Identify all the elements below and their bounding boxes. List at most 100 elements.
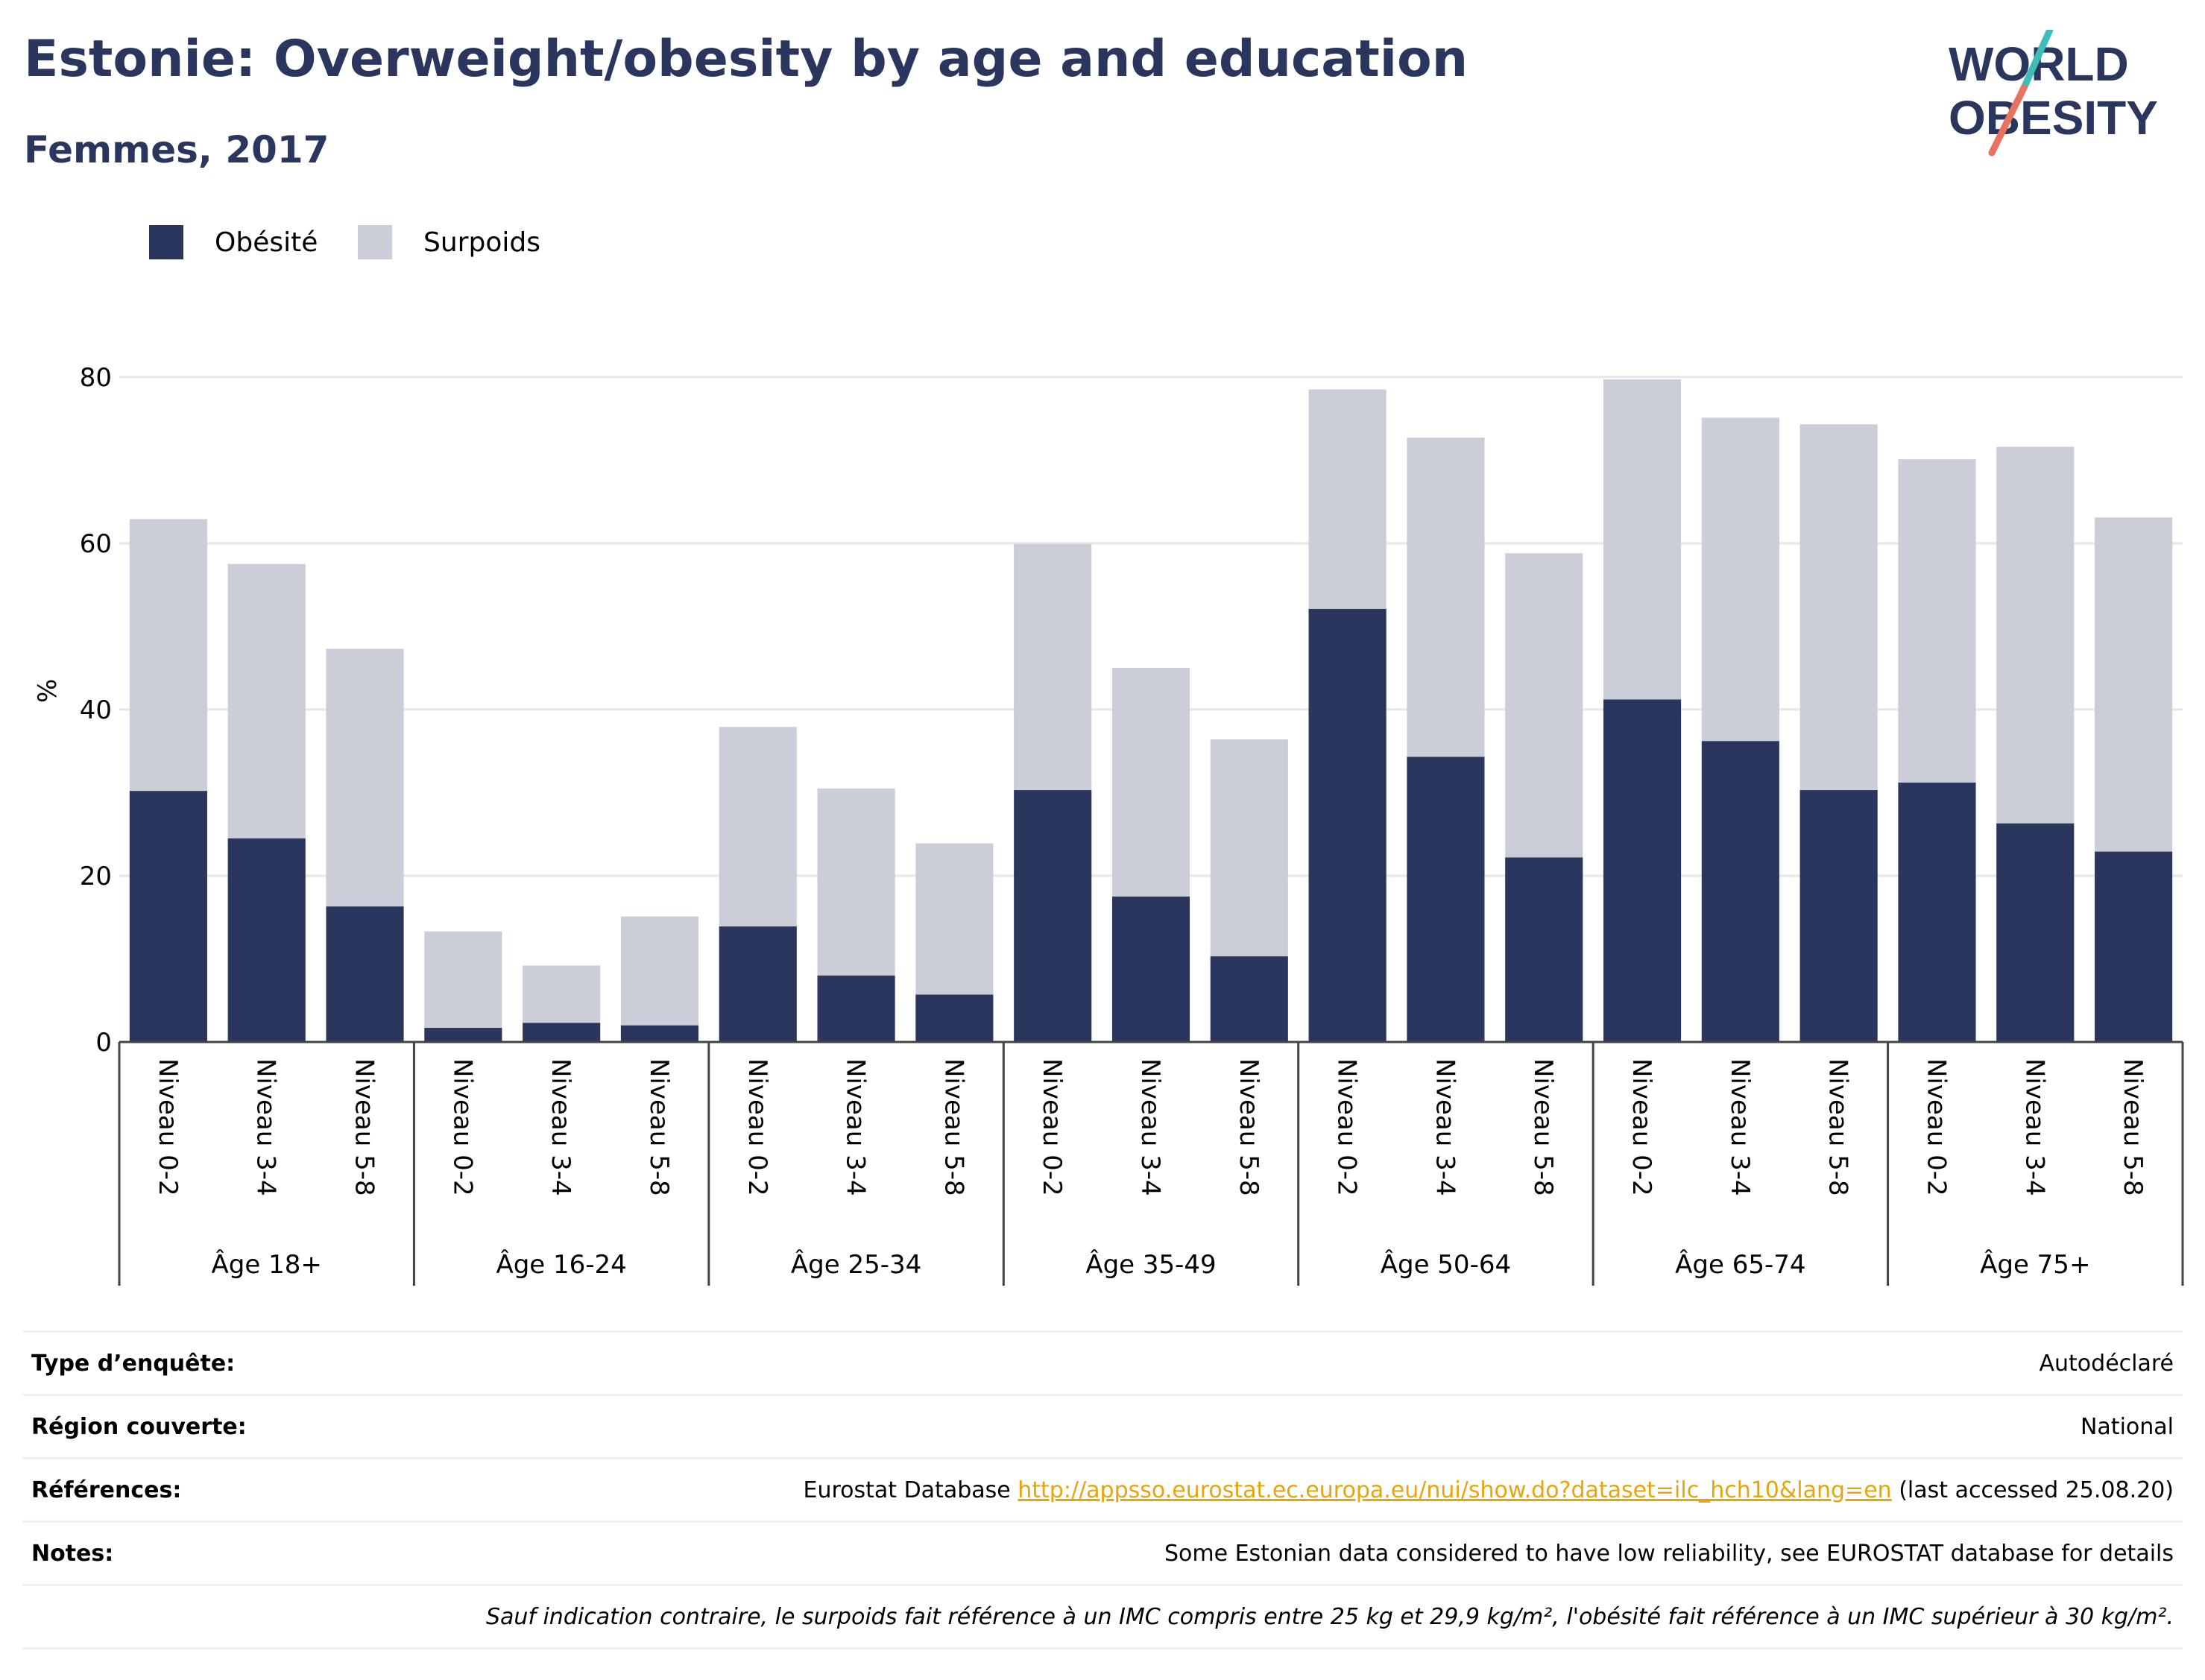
bar-obesity (523, 1023, 601, 1042)
logo-line-2: OBESITY (1949, 91, 2158, 145)
bar-overweight (1996, 446, 2075, 824)
bar-overweight (1898, 459, 1976, 783)
bar-overweight (1111, 668, 1190, 897)
survey-type-value: Autodéclaré (338, 1330, 2183, 1395)
x-group-label: Âge 65-74 (1675, 1249, 1805, 1280)
bar-obesity (1111, 896, 1190, 1042)
y-axis-ticks: 0 20 40 60 80 (80, 363, 112, 1058)
bar-obesity (1308, 608, 1387, 1042)
references-prefix: Eurostat Database (803, 1477, 1011, 1503)
bar-obesity (1898, 783, 1976, 1042)
y-tick-label: 80 (80, 363, 112, 393)
bar-obesity (1210, 956, 1288, 1042)
bar-obesity (620, 1025, 699, 1042)
region-value: National (338, 1394, 2183, 1459)
bar-obesity (1701, 741, 1779, 1042)
bar-obesity (129, 791, 207, 1042)
legend-label-overweight: Surpoids (423, 227, 540, 258)
x-tick-label: Niveau 0-2 (1921, 1058, 1951, 1196)
x-tick-label: Niveau 5-8 (1823, 1058, 1853, 1196)
bar-overweight (817, 788, 895, 976)
region-label: Région couverte: (22, 1394, 338, 1459)
references-link[interactable]: http://appsso.eurostat.ec.europa.eu/nui/… (1018, 1477, 1892, 1503)
chart-title: Estonie: Overweight/obesity by age and e… (24, 30, 1469, 89)
bar-obesity (1014, 790, 1092, 1042)
logo-line-1: WORLD (1949, 37, 2129, 91)
survey-type-label: Type d’enquête: (22, 1330, 338, 1395)
bar-overweight (1210, 739, 1288, 957)
x-tick-label: Niveau 5-8 (2118, 1058, 2148, 1196)
x-group-label: Âge 35-49 (1085, 1249, 1216, 1280)
bar-obesity (817, 975, 895, 1042)
bar-overweight (915, 843, 994, 995)
x-tick-label: Niveau 0-2 (1332, 1058, 1362, 1196)
x-tick-label: Niveau 3-4 (1135, 1058, 1165, 1196)
chart-subtitle: Femmes, 2017 (24, 128, 329, 171)
x-tick-label: Niveau 5-8 (1528, 1058, 1558, 1196)
bar-obesity (1505, 857, 1583, 1042)
x-tick-label: Niveau 3-4 (546, 1058, 575, 1196)
x-tick-label: Niveau 3-4 (1725, 1058, 1755, 1196)
x-group-label: Âge 75+ (1980, 1249, 2090, 1280)
bar-overweight (1308, 389, 1387, 609)
x-tick-label: Niveau 3-4 (1430, 1058, 1460, 1196)
bar-overweight (1407, 438, 1485, 757)
legend-label-obesity: Obésité (215, 227, 318, 258)
bar-obesity (227, 838, 306, 1042)
bar-overweight (1505, 553, 1583, 858)
x-tick-label: Niveau 3-4 (841, 1058, 871, 1196)
bar-obesity (1407, 757, 1485, 1042)
x-group-label: Âge 16-24 (496, 1249, 626, 1280)
y-tick-label: 20 (80, 862, 112, 891)
x-tick-label: Niveau 0-2 (1037, 1058, 1067, 1196)
x-tick-label: Niveau 5-8 (350, 1058, 379, 1196)
x-axis: Niveau 0-2 Niveau 3-4 Niveau 5-8 Âge 18+ Niv… (118, 1040, 2184, 1286)
info-table: Type d’enquête: Autodéclaré Région couve… (22, 1330, 2183, 1649)
x-tick-label: Niveau 3-4 (2019, 1058, 2049, 1196)
bar-overweight (1603, 379, 1682, 700)
y-tick-label: 40 (80, 695, 112, 725)
notes-value: Some Estonian data considered to have lo… (338, 1520, 2183, 1585)
bar-overweight (1014, 543, 1092, 791)
x-group-label: Âge 18+ (212, 1249, 322, 1280)
x-tick-label: Niveau 0-2 (742, 1058, 772, 1196)
bar-obesity (1799, 790, 1878, 1042)
bar-overweight (719, 727, 797, 926)
x-tick-label: Niveau 5-8 (939, 1058, 968, 1196)
x-tick-label: Niveau 0-2 (153, 1058, 183, 1196)
references-value: Eurostat Database http://appsso.eurostat… (338, 1457, 2183, 1522)
legend-swatch-overweight (358, 225, 392, 259)
bar-obesity (424, 1028, 502, 1042)
bar-overweight (620, 916, 699, 1026)
footnote: Sauf indication contraire, le surpoids f… (22, 1584, 2183, 1649)
x-tick-label: Niveau 5-8 (1234, 1058, 1264, 1196)
y-tick-label: 60 (80, 529, 112, 559)
bar-overweight (129, 519, 207, 792)
references-label: Références: (22, 1457, 338, 1522)
legend-swatch-obesity (149, 225, 183, 259)
logo-slash-coral (1988, 84, 2028, 157)
bar-obesity (719, 926, 797, 1042)
bar-overweight (1799, 424, 1878, 791)
bars (129, 379, 2173, 1042)
notes-label: Notes: (22, 1520, 338, 1585)
bar-obesity (1603, 699, 1682, 1042)
bar-overweight (1701, 417, 1779, 742)
bar-obesity (326, 906, 404, 1042)
info-row-footnote: Sauf indication contraire, le surpoids f… (22, 1584, 2183, 1649)
legend: Obésité Surpoids (149, 225, 540, 259)
bar-overweight (424, 931, 502, 1029)
bar-obesity (915, 994, 994, 1042)
y-tick-label: 0 (95, 1028, 112, 1058)
world-obesity-logo: WORLD OBESITY (1949, 30, 2158, 157)
logo-slash-teal (2020, 30, 2054, 92)
info-row-region: Région couverte: National (22, 1394, 2183, 1459)
info-row-references: Références: Eurostat Database http://app… (22, 1457, 2183, 1522)
info-row-survey: Type d’enquête: Autodéclaré (22, 1330, 2183, 1395)
bar-overweight (2095, 517, 2173, 852)
x-tick-label: Niveau 3-4 (251, 1058, 281, 1196)
bar-overweight (227, 563, 306, 839)
y-axis-label: % (33, 679, 63, 703)
bar-obesity (2095, 851, 2173, 1042)
